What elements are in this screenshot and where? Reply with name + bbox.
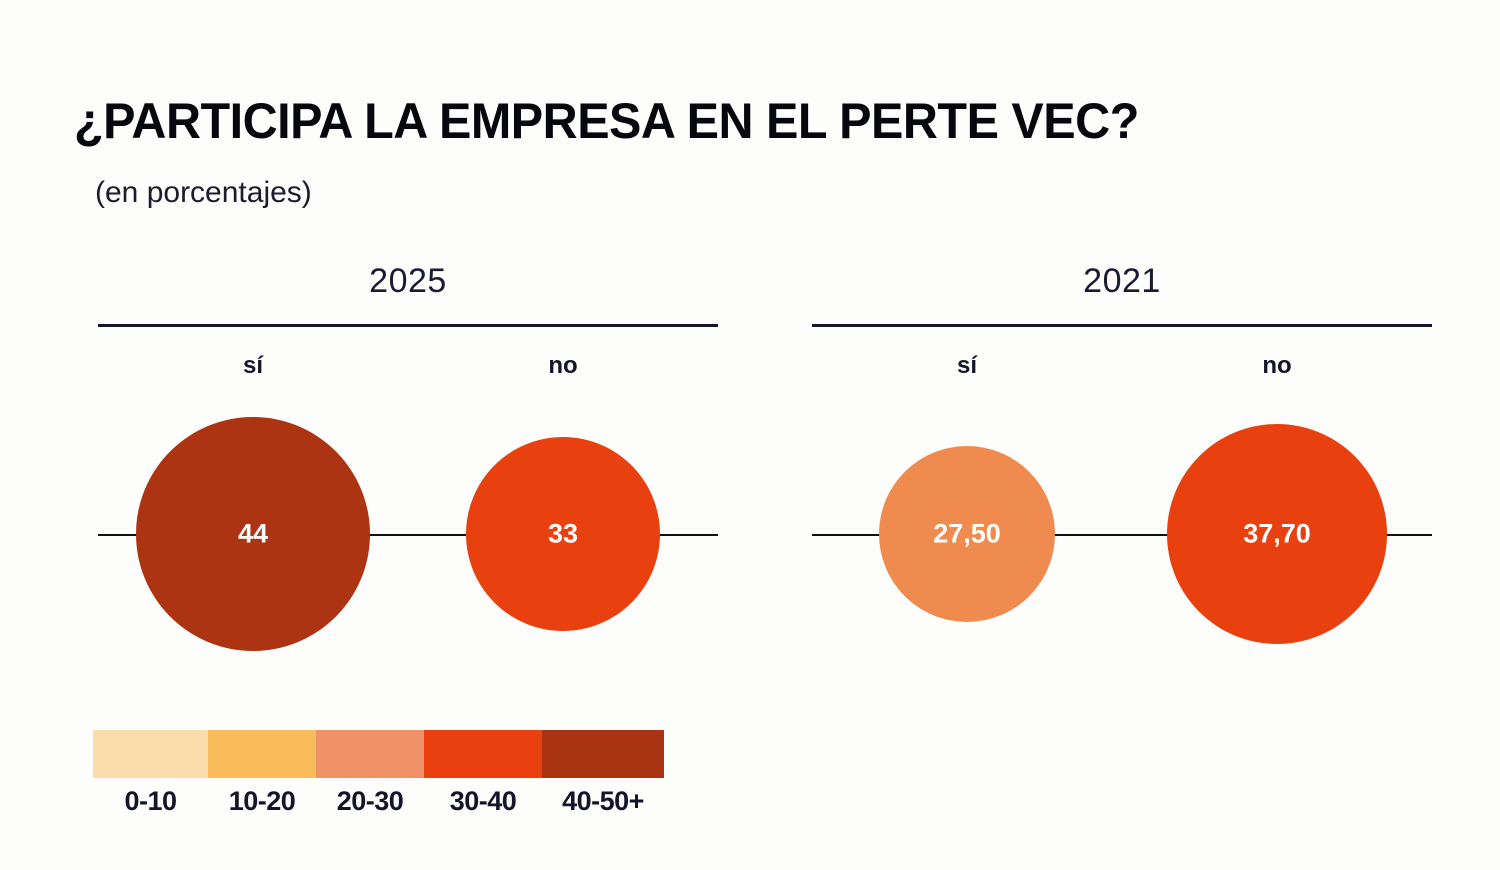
- legend-label: 0-10: [124, 786, 177, 816]
- bubble-group-2021-si: sí 27,50: [812, 352, 1122, 652]
- legend-swatch[interactable]: [208, 730, 316, 778]
- bubble-value-label: 44: [237, 518, 269, 549]
- legend-label: 40-50+: [562, 786, 644, 816]
- bubble-value-label: 37,70: [1243, 518, 1311, 549]
- panel-divider-rule: [98, 324, 718, 327]
- legend-swatch[interactable]: [316, 730, 424, 778]
- bubble-group-2025-no: no 33: [408, 352, 718, 652]
- panel-baseline: [812, 534, 1432, 536]
- bubble-group-label: sí: [956, 352, 977, 379]
- bubble-2025-no[interactable]: [466, 437, 660, 631]
- page-title: ¿PARTICIPA LA EMPRESA EN EL PERTE VEC?: [74, 93, 1139, 149]
- legend: 0-10 10-20 20-30 30-40 40-50+: [93, 730, 664, 817]
- legend-swatch-row: [93, 730, 664, 778]
- legend-label-row: 0-10 10-20 20-30 30-40 40-50+: [93, 786, 664, 817]
- bubble-2021-no[interactable]: [1167, 424, 1387, 644]
- bubble-2025-si[interactable]: [136, 417, 370, 651]
- bubble-group-label: no: [1262, 352, 1292, 379]
- legend-swatch[interactable]: [93, 730, 208, 778]
- bubble-2021-si[interactable]: [879, 446, 1055, 622]
- bubble-value-label: 33: [547, 518, 579, 549]
- bubble-group-label: no: [548, 352, 578, 379]
- panel-2021: 2021 sí 27,50 no 37,70: [812, 262, 1432, 662]
- bubble-wrapper: 37,70: [1122, 352, 1432, 652]
- panel-year-label: 2021: [1083, 262, 1161, 300]
- bubble-group-label: sí: [242, 352, 263, 379]
- bubble-wrapper: 27,50: [812, 352, 1122, 652]
- panel-year-label: 2025: [369, 262, 447, 300]
- legend-swatch[interactable]: [424, 730, 542, 778]
- panel-2025: 2025 sí 44 no 33: [98, 262, 718, 662]
- legend-swatch[interactable]: [542, 730, 664, 778]
- legend-label: 20-30: [336, 786, 404, 816]
- bubble-group-2025-si: sí 44: [98, 352, 408, 652]
- chart-subtitle: (en porcentajes): [95, 176, 312, 209]
- bubble-group-2021-no: no 37,70: [1122, 352, 1432, 652]
- legend-label: 30-40: [449, 786, 517, 816]
- bubble-wrapper: 44: [98, 352, 408, 652]
- panel-divider-rule: [812, 324, 1432, 327]
- bubble-wrapper: 33: [408, 352, 718, 652]
- bubble-value-label: 27,50: [933, 518, 1001, 549]
- legend-label: 10-20: [228, 786, 296, 816]
- panel-baseline: [98, 534, 718, 536]
